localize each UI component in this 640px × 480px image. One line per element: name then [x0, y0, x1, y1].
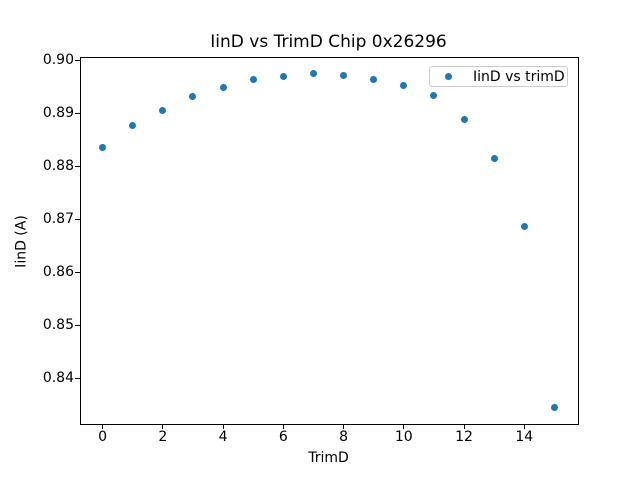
- scatter-point: [219, 83, 227, 91]
- y-tick-mark: [75, 377, 80, 379]
- x-tick-label: 2: [158, 429, 168, 445]
- scatter-point: [340, 71, 348, 79]
- x-axis-label: TrimD: [308, 450, 349, 466]
- y-tick-mark: [75, 59, 80, 61]
- scatter-point: [490, 154, 498, 162]
- scatter-point: [460, 116, 468, 124]
- x-tick-mark: [282, 424, 284, 429]
- y-tick-label: 0.85: [42, 317, 74, 334]
- x-tick-mark: [343, 424, 345, 429]
- chart-title: IinD vs TrimD Chip 0x26296: [210, 32, 447, 52]
- y-tick-label: 0.88: [42, 158, 74, 175]
- y-tick-mark: [75, 165, 80, 167]
- x-tick-label: 8: [339, 429, 349, 445]
- x-tick-label: 10: [394, 429, 413, 445]
- scatter-point: [189, 93, 197, 101]
- scatter-point: [430, 92, 438, 100]
- x-tick-label: 12: [455, 429, 473, 445]
- scatter-point: [279, 73, 287, 81]
- y-tick-mark: [75, 324, 80, 326]
- scatter-point: [159, 106, 167, 114]
- x-tick-label: 6: [278, 429, 288, 445]
- x-tick-mark: [102, 424, 104, 429]
- scatter-point: [129, 122, 137, 130]
- y-tick-label: 0.87: [42, 211, 74, 228]
- scatter-point: [99, 144, 107, 152]
- scatter-point: [249, 76, 257, 84]
- plot-area: [80, 57, 579, 425]
- legend-label: IinD vs trimD: [473, 68, 565, 85]
- y-tick-mark: [75, 271, 80, 273]
- x-tick-mark: [463, 424, 465, 429]
- scatter-point: [370, 75, 378, 83]
- x-tick-label: 4: [218, 429, 228, 445]
- x-tick-mark: [162, 424, 164, 429]
- y-tick-label: 0.84: [42, 370, 74, 387]
- x-tick-mark: [523, 424, 525, 429]
- scatter-point: [520, 223, 528, 231]
- y-tick-mark: [75, 218, 80, 220]
- legend-dot-icon: [445, 73, 452, 80]
- y-tick-label: 0.86: [42, 264, 74, 281]
- legend: IinD vs trimD: [429, 66, 568, 87]
- scatter-point: [400, 81, 408, 89]
- y-tick-label: 0.89: [42, 105, 74, 122]
- x-tick-label: 14: [515, 429, 534, 445]
- x-tick-mark: [403, 424, 405, 429]
- x-tick-mark: [222, 424, 224, 429]
- scatter-point: [550, 404, 558, 412]
- x-tick-label: 0: [98, 429, 108, 445]
- y-tick-label: 0.90: [42, 52, 74, 69]
- y-axis-label: IinD (A): [13, 215, 30, 268]
- scatter-point: [309, 70, 317, 78]
- y-tick-mark: [75, 112, 80, 114]
